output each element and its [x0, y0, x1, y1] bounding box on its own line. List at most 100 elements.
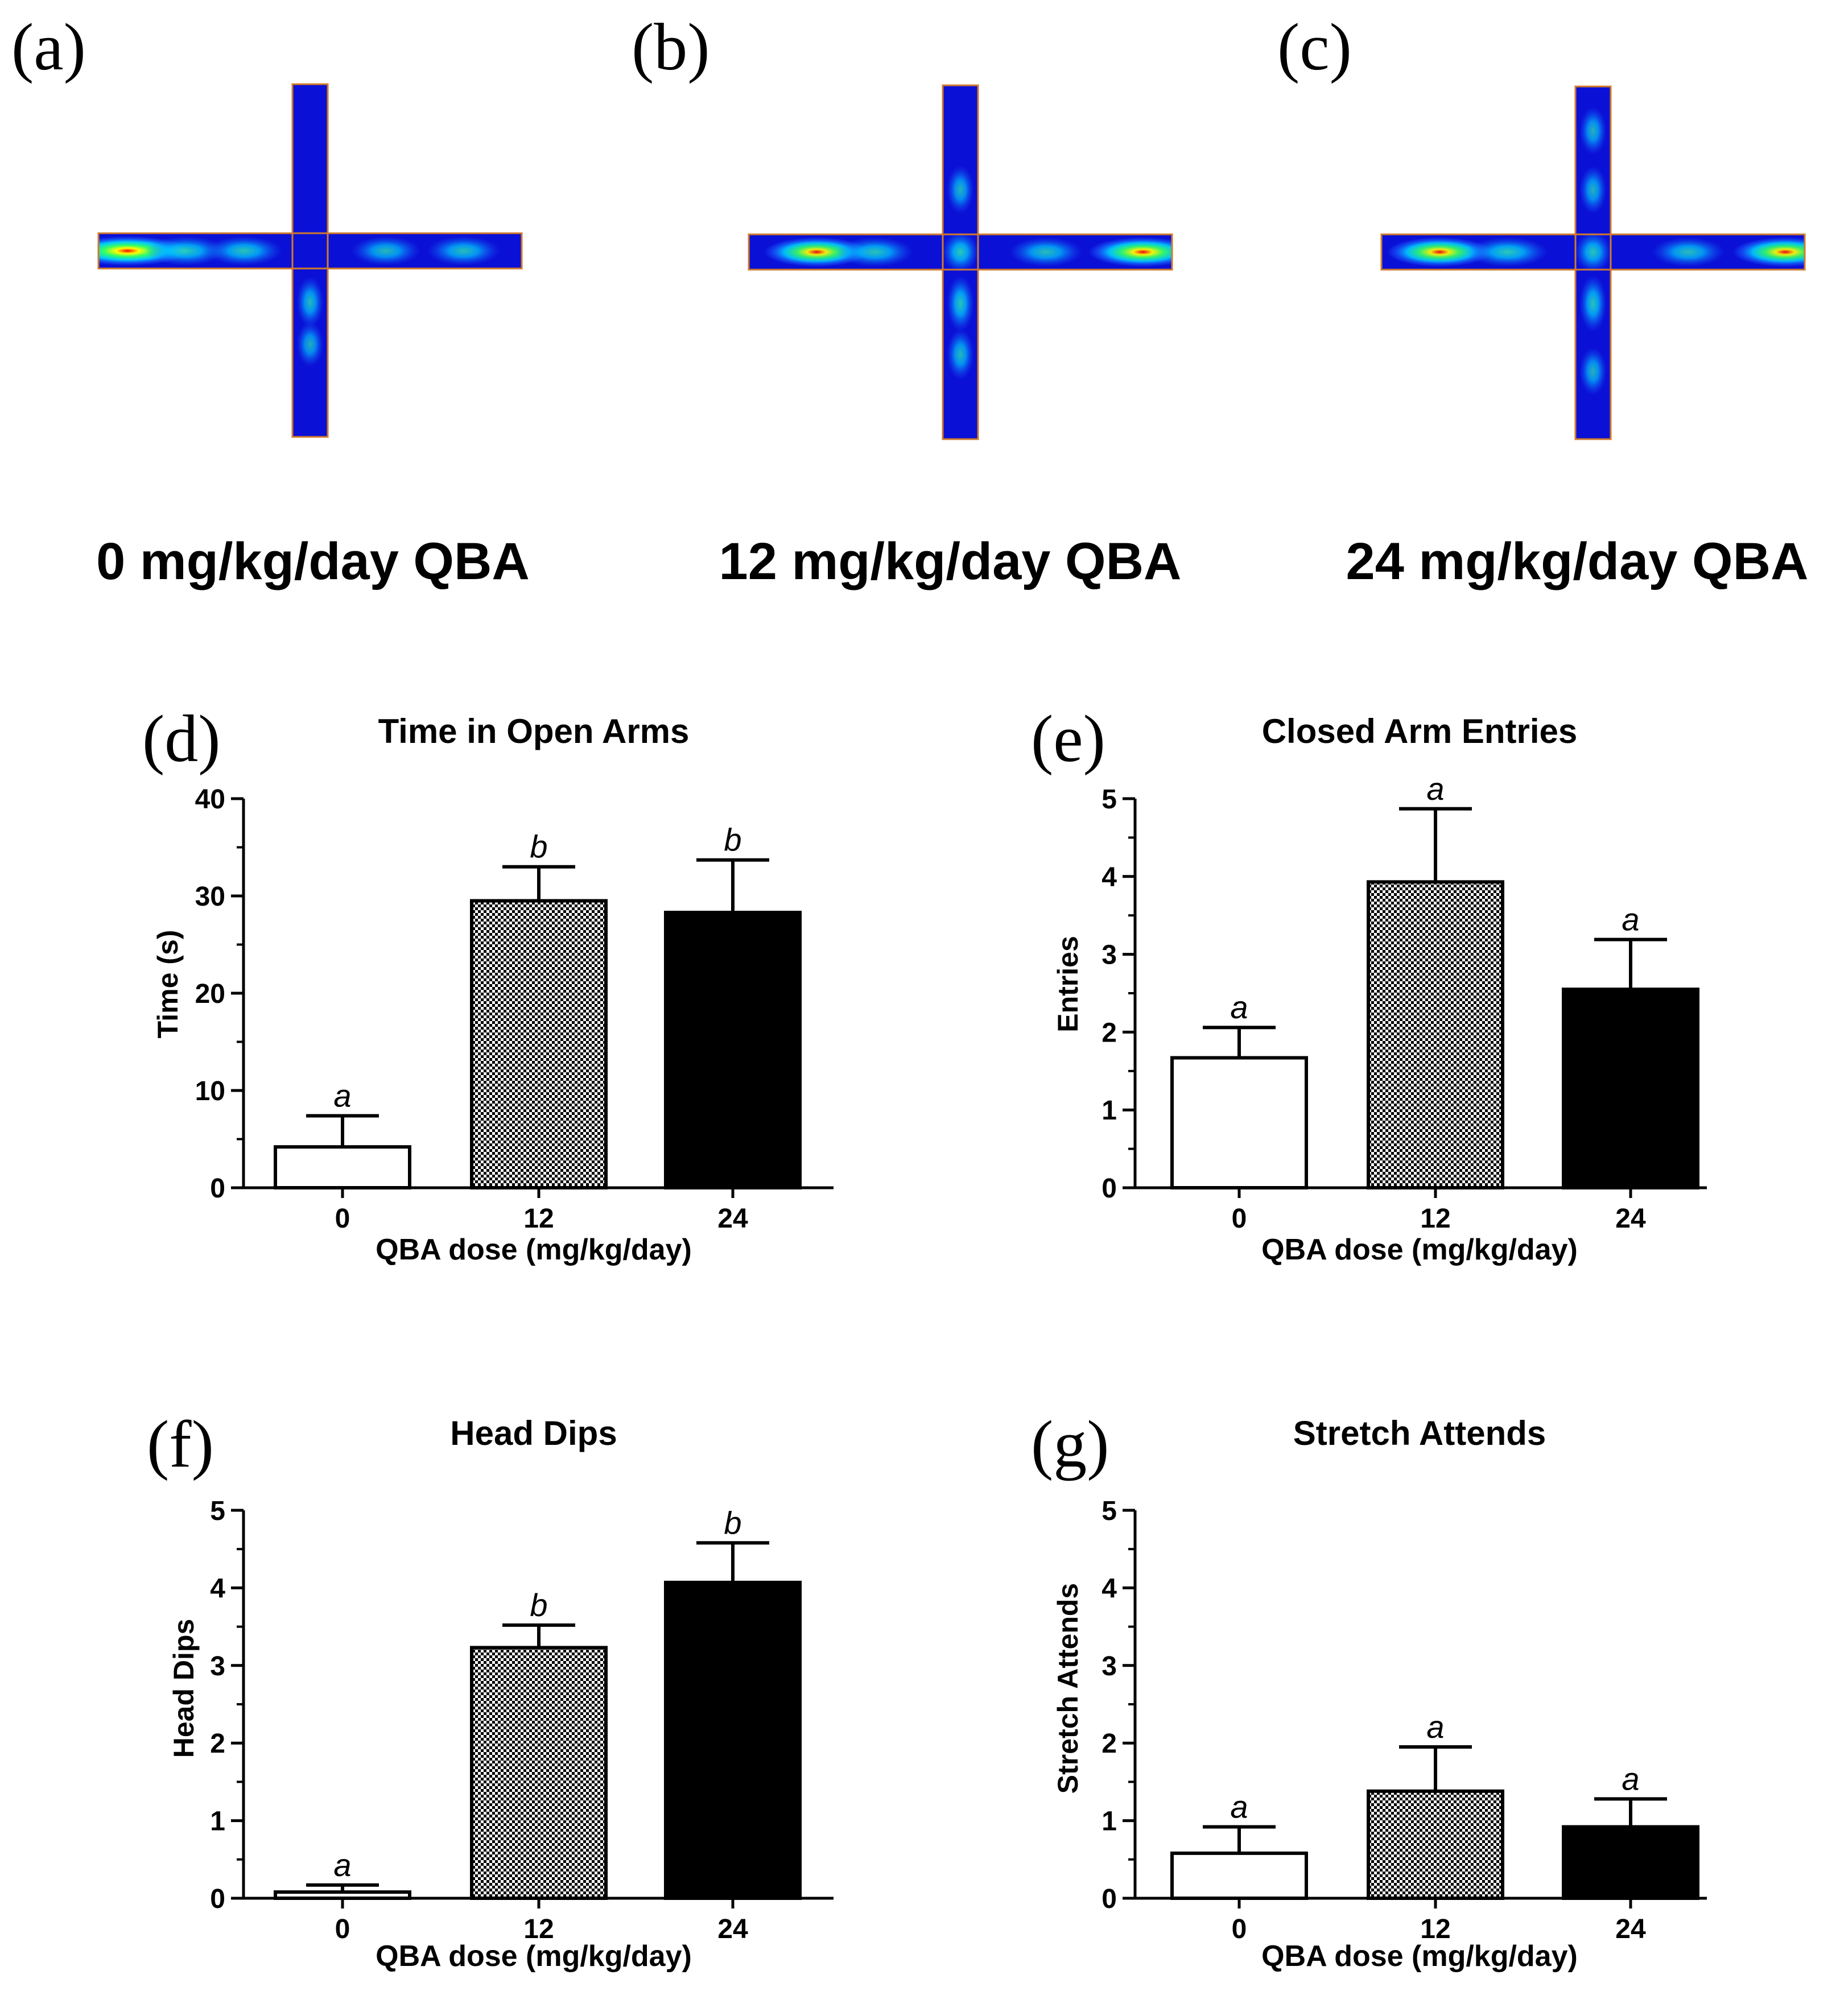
heat-hotspot — [1579, 275, 1607, 332]
bar-12 — [1367, 1789, 1504, 1901]
heatmap-panel-c: (c) 24 mg/kg/day QBA — [1277, 10, 1809, 590]
significance-letter: a — [333, 1077, 351, 1113]
heat-hotspot — [1467, 237, 1549, 267]
heat-hotspot — [351, 236, 421, 266]
y-tick-label: 5 — [210, 1496, 225, 1526]
y-tick-label: 4 — [1101, 862, 1117, 893]
heat-hotspot — [942, 232, 979, 272]
y-axis-label: Time (s) — [152, 930, 184, 1039]
occupancy-hotspots — [98, 236, 501, 367]
y-tick-label: 5 — [1101, 1496, 1117, 1526]
maze-center-square — [291, 232, 329, 270]
y-tick-label: 2 — [1101, 1729, 1117, 1759]
significance-letter: b — [530, 829, 547, 865]
significance-letter: a — [1622, 1761, 1639, 1796]
chart-title: Head Dips — [450, 1414, 617, 1452]
y-tick-label: 3 — [210, 1651, 225, 1682]
panel-label-e: (e) — [1031, 701, 1105, 776]
x-tick-label: 12 — [1420, 1204, 1450, 1234]
panel-label-f: (f) — [147, 1407, 214, 1481]
chart-title: Time in Open Arms — [378, 712, 690, 750]
panel-label-a: (a) — [11, 10, 86, 84]
x-tick-label: 24 — [717, 1204, 748, 1234]
y-axis-label: Entries — [1052, 936, 1084, 1032]
dose-caption: 0 mg/kg/day QBA — [96, 532, 530, 590]
heat-hotspot — [205, 236, 283, 266]
chart-panel-d: (d) Time in Open Arms Time (s) QBA dose … — [142, 701, 834, 1266]
bar-0 — [274, 1145, 411, 1190]
chart-panel-f: (f) Head Dips Head Dips QBA dose (mg/kg/… — [147, 1407, 834, 1973]
bar-0 — [274, 1890, 411, 1900]
panel-label-d: (d) — [142, 701, 221, 776]
chart-title: Stretch Attends — [1293, 1414, 1546, 1452]
panel-label-c: (c) — [1277, 10, 1352, 84]
y-tick-label: 1 — [1101, 1807, 1117, 1837]
y-axis-label: Head Dips — [168, 1619, 200, 1758]
heat-hotspot — [296, 321, 324, 367]
x-tick-label: 0 — [1232, 1914, 1247, 1944]
occupancy-hotspots — [764, 165, 1172, 380]
maze-center-square — [1574, 233, 1612, 271]
y-tick-label: 1 — [210, 1807, 225, 1837]
heat-hotspot — [947, 329, 974, 380]
x-tick-label: 24 — [1615, 1204, 1646, 1234]
significance-letter: a — [333, 1847, 351, 1883]
y-tick-label: 3 — [1101, 940, 1117, 970]
y-tick-label: 0 — [1101, 1884, 1117, 1914]
x-tick-label: 0 — [335, 1914, 350, 1944]
bar-24 — [664, 1580, 802, 1901]
significance-letter: a — [1622, 902, 1639, 937]
heat-hotspot — [1579, 166, 1607, 214]
heat-hotspot — [145, 236, 226, 266]
heat-hotspot — [1651, 237, 1725, 267]
significance-letter: a — [1426, 771, 1444, 807]
x-tick-label: 0 — [1232, 1204, 1247, 1234]
significance-letter: a — [1230, 989, 1248, 1025]
y-tick-label: 20 — [195, 979, 225, 1009]
y-tick-label: 5 — [1101, 784, 1117, 815]
x-tick-label: 24 — [1615, 1914, 1646, 1944]
y-tick-label: 4 — [210, 1573, 225, 1604]
y-tick-label: 30 — [195, 882, 225, 912]
bar-12 — [1367, 880, 1504, 1189]
significance-letter: a — [1426, 1709, 1444, 1745]
heat-hotspot — [1579, 106, 1607, 155]
y-axis-label: Stretch Attends — [1052, 1583, 1084, 1794]
y-tick-label: 0 — [210, 1884, 225, 1914]
heat-hotspot — [1088, 237, 1172, 267]
x-tick-label: 24 — [717, 1914, 748, 1944]
bar-0 — [1170, 1851, 1308, 1900]
significance-letter: a — [1230, 1789, 1248, 1825]
panel-label-g: (g) — [1031, 1407, 1109, 1481]
heat-hotspot — [1579, 347, 1607, 396]
dose-caption: 24 mg/kg/day QBA — [1346, 532, 1809, 590]
heat-hotspot — [296, 276, 324, 328]
heat-hotspot — [427, 236, 501, 266]
x-tick-label: 12 — [523, 1914, 554, 1944]
heat-hotspot — [1575, 232, 1611, 272]
x-tick-label: 0 — [335, 1204, 350, 1234]
y-tick-label: 1 — [1101, 1096, 1117, 1126]
y-tick-label: 2 — [210, 1729, 225, 1759]
plus-maze-heatmap — [97, 83, 523, 438]
y-tick-label: 2 — [1101, 1018, 1117, 1048]
dose-caption: 12 mg/kg/day QBA — [719, 532, 1182, 590]
significance-letter: b — [724, 822, 741, 858]
x-axis-label: QBA dose (mg/kg/day) — [1261, 1233, 1578, 1266]
heat-hotspot — [947, 165, 974, 214]
chart-title: Closed Arm Entries — [1262, 712, 1578, 750]
chart-panel-g: (g) Stretch Attends Stretch Attends QBA … — [1031, 1407, 1707, 1973]
heatmap-panel-a: (a) 0 mg/kg/day QBA — [11, 10, 530, 590]
maze-arena — [98, 84, 522, 437]
occupancy-hotspots — [1387, 106, 1805, 396]
x-axis-label: QBA dose (mg/kg/day) — [1261, 1940, 1578, 1973]
significance-letter: b — [724, 1505, 741, 1540]
bar-0 — [1170, 1056, 1308, 1189]
x-tick-label: 12 — [523, 1204, 554, 1234]
heat-hotspot — [1732, 237, 1805, 267]
bar-24 — [664, 911, 802, 1189]
bar-24 — [1562, 1825, 1699, 1900]
y-tick-label: 0 — [210, 1174, 225, 1204]
